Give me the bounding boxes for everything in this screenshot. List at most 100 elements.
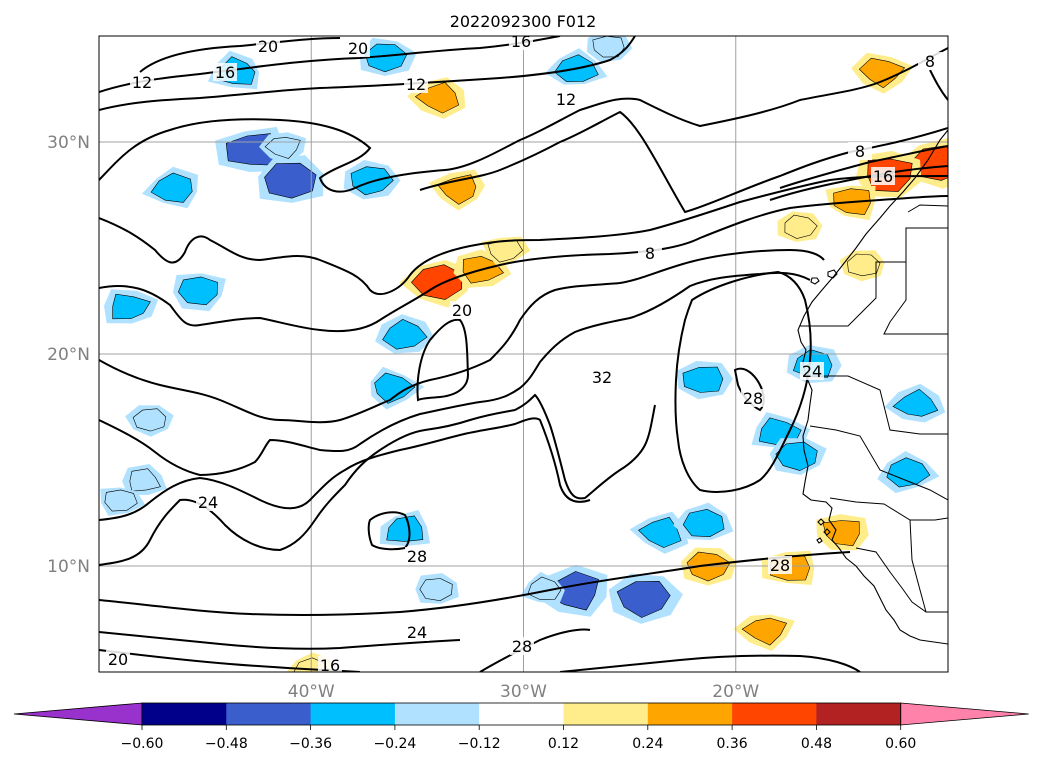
contour-label-bg xyxy=(318,656,342,672)
contour-label-bg xyxy=(404,75,428,93)
colorbar-tick-label: 0.24 xyxy=(632,736,663,752)
region-inner-fill xyxy=(758,417,802,446)
contour-12-ridge xyxy=(99,175,948,295)
colorbar-tick-label: 0.48 xyxy=(801,736,832,752)
contour-label: 20 xyxy=(452,301,472,320)
contour-24-main xyxy=(99,271,811,477)
contour-28-main xyxy=(99,393,656,566)
filled-region xyxy=(481,236,531,268)
contour-label-bg xyxy=(590,368,614,386)
contour-label-bg xyxy=(848,142,872,160)
coastline-capeverde-2 xyxy=(823,528,831,536)
filled-region xyxy=(851,52,914,94)
contour-label: 20 xyxy=(258,37,278,56)
region-inner-fill xyxy=(364,43,408,73)
region-inner-fill xyxy=(592,36,625,58)
colorbar-extend-low xyxy=(13,702,143,726)
contour-label: 12 xyxy=(132,73,152,92)
filled-region xyxy=(125,405,174,437)
region-inner-fill xyxy=(638,516,682,548)
region-inner-fill xyxy=(104,489,138,512)
filled-region xyxy=(104,289,159,324)
region-inner-fill xyxy=(682,366,724,393)
filled-region xyxy=(884,383,946,423)
coastline-canaries-1 xyxy=(827,269,838,279)
border-ivory-coast xyxy=(909,519,927,613)
filled-region xyxy=(675,360,733,400)
y-tick-label: 30°N xyxy=(47,133,90,153)
filled-region xyxy=(681,547,737,586)
contour-label-bg xyxy=(800,362,824,380)
filled-region xyxy=(375,314,435,354)
contour-label: 16 xyxy=(215,63,235,82)
contour-label-bg xyxy=(509,36,533,50)
contour-label: 24 xyxy=(198,493,218,512)
coastlines xyxy=(797,129,948,645)
colorbar-tick-label: 0.60 xyxy=(885,736,916,752)
contour-label: 28 xyxy=(770,556,790,575)
colorbar-tick-label: −0.36 xyxy=(289,736,332,752)
filled-region xyxy=(415,573,459,604)
filled-region xyxy=(359,37,417,76)
x-tick-label: 20°W xyxy=(712,682,759,702)
region-inner-fill xyxy=(527,576,562,600)
country-borders xyxy=(800,204,948,613)
region-inner-fill xyxy=(112,293,151,320)
contour-24-bottom xyxy=(559,654,861,672)
border-mauritania-mali xyxy=(883,262,948,335)
colorbar: −0.60 −0.48 −0.36 −0.24 −0.12 0.12 0.24 0.36 0.4… xyxy=(13,702,1029,752)
contour-label-bg xyxy=(741,389,765,407)
border-senegal-mali xyxy=(809,425,948,501)
contour-label: 8 xyxy=(855,142,865,161)
region-inner-fill xyxy=(858,57,906,89)
colorbar-tick-label: −0.24 xyxy=(373,736,416,752)
contour-label: 16 xyxy=(320,656,340,675)
contour-label: 24 xyxy=(407,623,427,642)
region-inner-fill xyxy=(150,172,193,203)
filled-region xyxy=(173,273,226,312)
coastline-capeverde-1 xyxy=(817,518,825,526)
contour-label-bg xyxy=(213,63,237,81)
region-inner-fill xyxy=(892,388,939,417)
contour-label-bg xyxy=(510,637,534,655)
colorbar-segment xyxy=(310,703,396,725)
filled-region xyxy=(777,211,823,242)
coastline-iberia-morocco xyxy=(797,129,948,645)
contour-label-bg xyxy=(918,52,942,70)
region-inner-fill xyxy=(374,372,416,404)
filled-region xyxy=(733,614,795,651)
filled-region xyxy=(122,464,167,495)
contour-8-island xyxy=(416,318,470,402)
contour-label-bg xyxy=(196,493,220,511)
colorbar-segment xyxy=(816,703,902,725)
contour-12-left-loop xyxy=(99,47,948,193)
contour-labels: 20 16 12 20 16 12 12 8 16 8 8 20 32 28 24 28 24 28 20 16 24 2… xyxy=(106,32,942,675)
contour-20-main xyxy=(99,248,825,424)
colorbar-tick-label: 0.36 xyxy=(717,736,748,752)
contour-label-bg xyxy=(554,90,578,108)
border-algeria xyxy=(907,204,948,213)
filled-region xyxy=(673,502,734,540)
region-inner-fill xyxy=(686,551,731,582)
contour-label: 24 xyxy=(802,362,822,381)
map-area: 20 16 12 20 16 12 12 8 16 8 8 20 32 28 24 28 24 28 20 16 24 2… xyxy=(99,32,948,675)
contour-label: 20 xyxy=(348,39,368,58)
contour-label: 16 xyxy=(511,32,531,51)
region-inner-fill xyxy=(419,578,453,602)
contour-label-bg xyxy=(106,650,130,668)
contour-8-east-top xyxy=(929,69,948,101)
x-tick-label: 30°W xyxy=(500,682,547,702)
chart-title: 2022092300 F012 xyxy=(450,12,597,31)
region-inner-fill xyxy=(177,276,218,306)
filled-region xyxy=(370,366,425,410)
filled-region xyxy=(520,571,565,604)
region-inner-fill xyxy=(741,617,788,646)
coastline-capeverde-3 xyxy=(816,537,823,544)
contour-28-bottom xyxy=(479,628,591,672)
contour-label: 16 xyxy=(873,167,893,186)
filled-region xyxy=(816,514,869,551)
contour-label: 20 xyxy=(108,650,128,669)
contour-12-top xyxy=(99,36,636,111)
contour-label: 28 xyxy=(512,637,532,656)
gridlines xyxy=(99,36,948,672)
